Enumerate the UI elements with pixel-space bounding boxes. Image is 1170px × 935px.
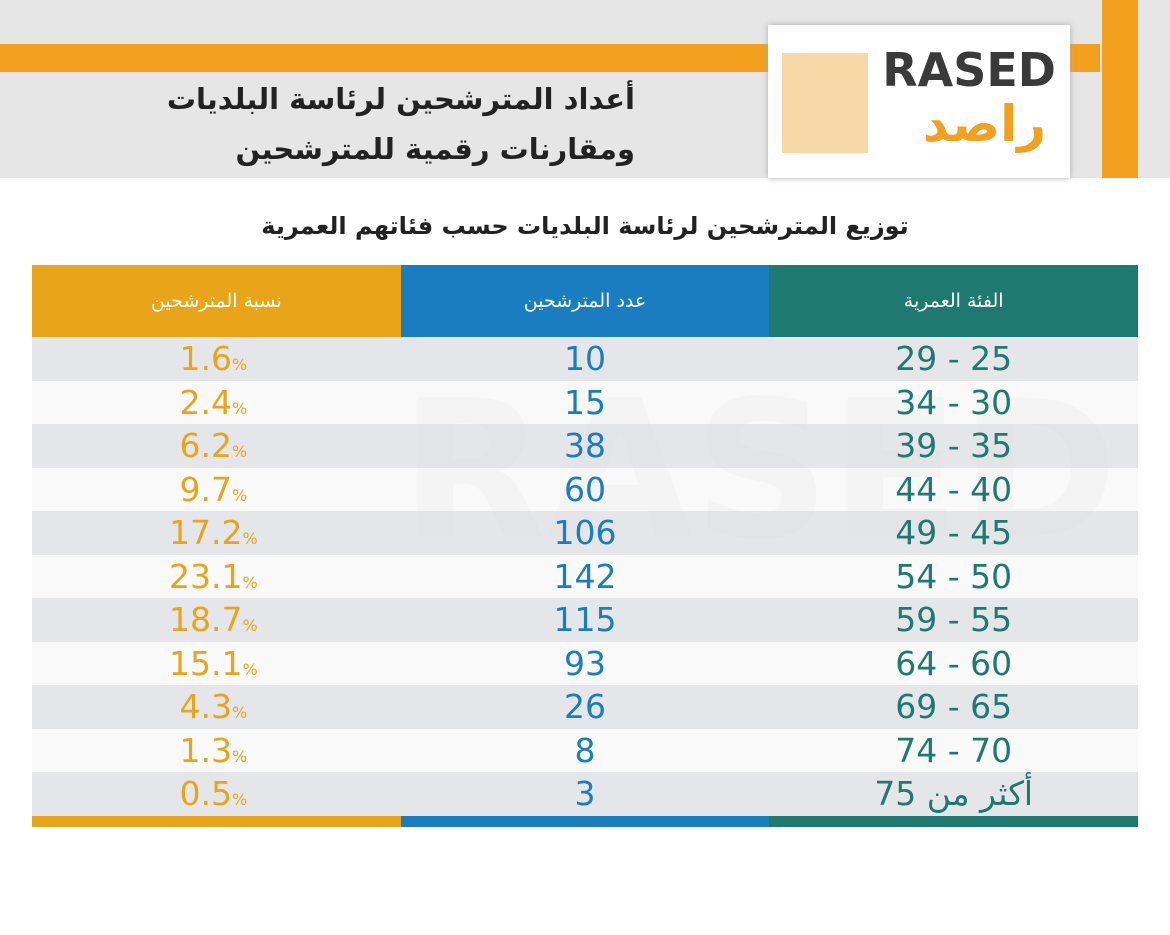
age-cell: 55 - 59 [895, 600, 1013, 639]
percent-value: 9.7 [179, 469, 232, 509]
percent-value: 0.5 [179, 774, 232, 813]
table-body: 1.6% 10 25 - 29 2.4% 15 30 - 34 6.2% 38 35 - 39 9… [32, 337, 1138, 816]
percent-value: 4.3 [179, 687, 232, 726]
column-header: عدد المترشحين [400, 265, 770, 337]
percent-cell: 4.3% [32, 685, 401, 729]
age-cell: 70 - 74 [895, 730, 1013, 770]
percent-value: 1.3 [179, 730, 232, 770]
percent-sign: % [231, 442, 248, 461]
table-row: 6.2% 38 35 - 39 [32, 424, 1138, 468]
percent-value: 2.4 [179, 382, 232, 422]
table-footer [32, 815, 1139, 827]
logo-arabic: راصد [922, 95, 1046, 153]
percent-sign: % [231, 355, 248, 374]
column-header: الفئة العمرية [769, 265, 1139, 337]
age-cell: 45 - 49 [895, 513, 1013, 552]
table-header: نسبة المترشحين عدد المترشحين الفئة العمر… [32, 265, 1139, 337]
age-cell: 35 - 39 [895, 426, 1013, 465]
table-row: 9.7% 60 40 - 44 [32, 467, 1138, 512]
age-cell: 40 - 44 [895, 469, 1013, 509]
table-row: 18.7% 115 55 - 59 [32, 598, 1138, 642]
percent-cell: 1.3% [32, 729, 401, 773]
percent-sign: % [242, 616, 258, 635]
age-cell: 30 - 34 [895, 382, 1013, 422]
age-cell: أكثر من 75 [874, 774, 1034, 813]
table-row: 1.6% 10 25 - 29 [32, 337, 1138, 381]
count-cell: 93 [564, 643, 606, 683]
percent-sign: % [242, 529, 258, 548]
percent-sign: % [231, 703, 248, 722]
percent-cell: 9.7% [32, 468, 401, 512]
count-cell: 8 [574, 730, 596, 770]
percent-cell: 0.5% [32, 772, 401, 816]
percent-cell: 18.7% [32, 598, 401, 642]
percent-value: 18.7 [168, 600, 243, 639]
percent-cell: 17.2% [32, 511, 401, 555]
percent-cell: 15.1% [32, 642, 401, 686]
count-cell: 10 [564, 339, 606, 378]
percent-value: 17.2 [168, 513, 243, 552]
percent-value: 23.1 [168, 556, 243, 596]
count-cell: 115 [553, 600, 617, 639]
column-header: نسبة المترشحين [32, 265, 401, 337]
table-row: 15.1% 93 60 - 64 [32, 641, 1138, 686]
table-row: 23.1% 142 50 - 54 [32, 554, 1138, 599]
table: نسبة المترشحين عدد المترشحين الفئة العمر… [32, 265, 1139, 827]
table-row: 17.2% 106 45 - 49 [32, 511, 1138, 555]
percent-sign: % [231, 485, 248, 505]
percent-sign: % [231, 790, 248, 809]
logo: RASED راصد [768, 25, 1070, 178]
table-row: 1.3% 8 70 - 74 [32, 728, 1138, 773]
percent-sign: % [242, 659, 258, 679]
title: أعداد المترشحين لرئاسة البلديات [166, 82, 635, 116]
title: ومقارنات رقمية للمترشحين [235, 132, 635, 166]
percent-value: 6.2 [179, 426, 232, 465]
logo-latin: RASED [882, 43, 1056, 97]
count-cell: 142 [553, 556, 617, 596]
age-cell: 65 - 69 [895, 687, 1013, 726]
percent-cell: 2.4% [32, 381, 401, 425]
percent-cell: 23.1% [32, 555, 401, 599]
count-cell: 15 [564, 382, 606, 422]
count-cell: 38 [564, 426, 606, 465]
count-cell: 60 [564, 469, 606, 509]
stripe [1102, 0, 1138, 178]
count-cell: 26 [564, 687, 606, 726]
age-cell: 60 - 64 [895, 643, 1013, 683]
logo-image [782, 53, 868, 153]
table-title: توزيع المترشحين لرئاسة البلديات حسب فئات… [261, 212, 909, 240]
count-cell: 3 [574, 774, 596, 813]
percent-sign: % [231, 746, 248, 766]
percent-value: 1.6 [179, 339, 232, 378]
percent-sign: % [242, 572, 258, 592]
age-cell: 25 - 29 [895, 339, 1013, 378]
percent-sign: % [231, 398, 248, 418]
percent-cell: 1.6% [32, 337, 401, 381]
percent-value: 15.1 [168, 643, 243, 683]
table-row: 2.4% 15 30 - 34 [32, 380, 1138, 425]
table-row: 4.3% 26 65 - 69 [32, 685, 1138, 729]
table-row: 0.5% 3 أكثر من 75 [32, 772, 1138, 816]
age-cell: 50 - 54 [895, 556, 1013, 596]
percent-cell: 6.2% [32, 424, 401, 468]
count-cell: 106 [553, 513, 617, 552]
